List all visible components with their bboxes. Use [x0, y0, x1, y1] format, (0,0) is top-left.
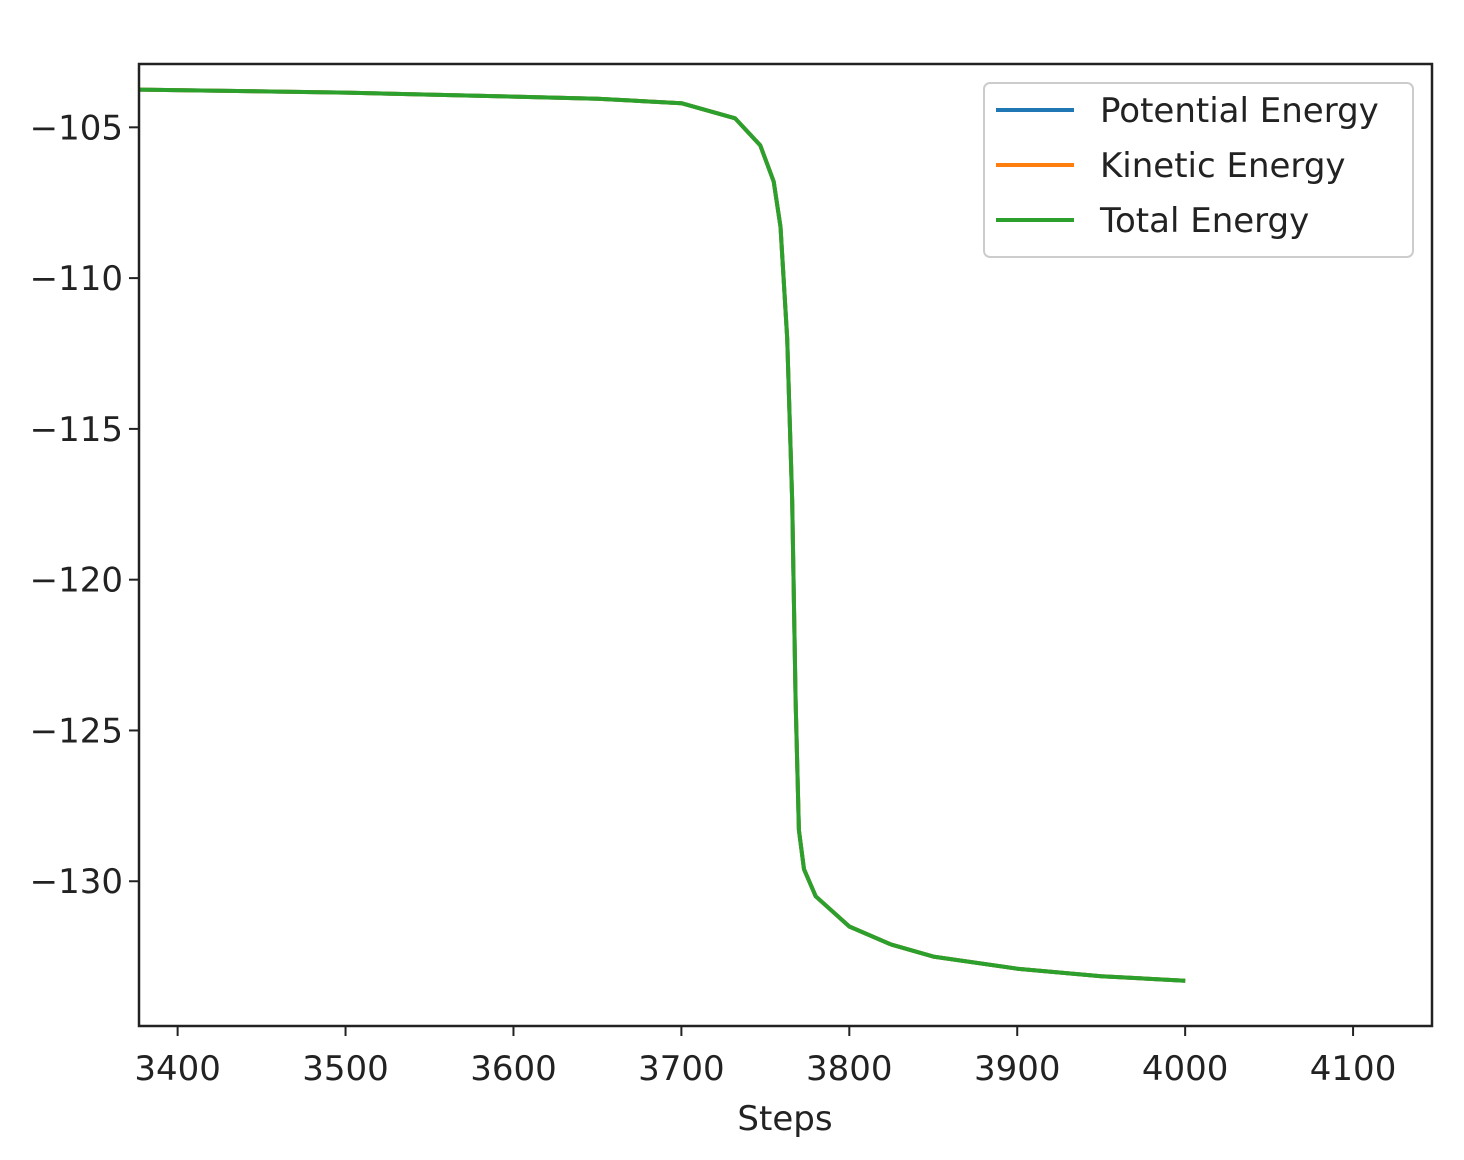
y-tick-label: −120 — [30, 561, 123, 601]
x-tick-label: 4000 — [1142, 1049, 1229, 1089]
x-tick-label: 3900 — [974, 1049, 1061, 1089]
x-axis-label: Steps — [737, 1099, 832, 1139]
x-tick-label: 3600 — [470, 1049, 557, 1089]
legend: Potential Energy Kinetic Energy Total Ener… — [983, 82, 1414, 258]
y-tick-label: −125 — [30, 711, 123, 751]
y-tick-label: −115 — [30, 410, 123, 450]
legend-box — [983, 82, 1414, 258]
x-tick-label: 3800 — [806, 1049, 893, 1089]
y-tick-label: −130 — [30, 862, 123, 902]
x-tick-label: 3500 — [302, 1049, 389, 1089]
x-tick-label: 3400 — [134, 1049, 221, 1089]
x-tick-label: 4100 — [1310, 1049, 1397, 1089]
y-axis-ticks: −105 −110 −115 −120 −125 −130 — [30, 108, 139, 902]
legend-label: Kinetic Energy — [1100, 146, 1346, 186]
plot-lines — [138, 87, 1186, 983]
y-tick-label: −105 — [30, 108, 123, 148]
legend-label: Potential Energy — [1100, 91, 1379, 131]
series-line-total-energy — [138, 87, 1186, 983]
legend-label: Total Energy — [1099, 201, 1309, 241]
x-axis-ticks: 3400 3500 3600 3700 3800 3900 4000 4100 — [134, 1026, 1396, 1089]
axes-frame — [137, 62, 1434, 1028]
x-tick-label: 3700 — [638, 1049, 725, 1089]
y-tick-label: −110 — [30, 259, 123, 299]
